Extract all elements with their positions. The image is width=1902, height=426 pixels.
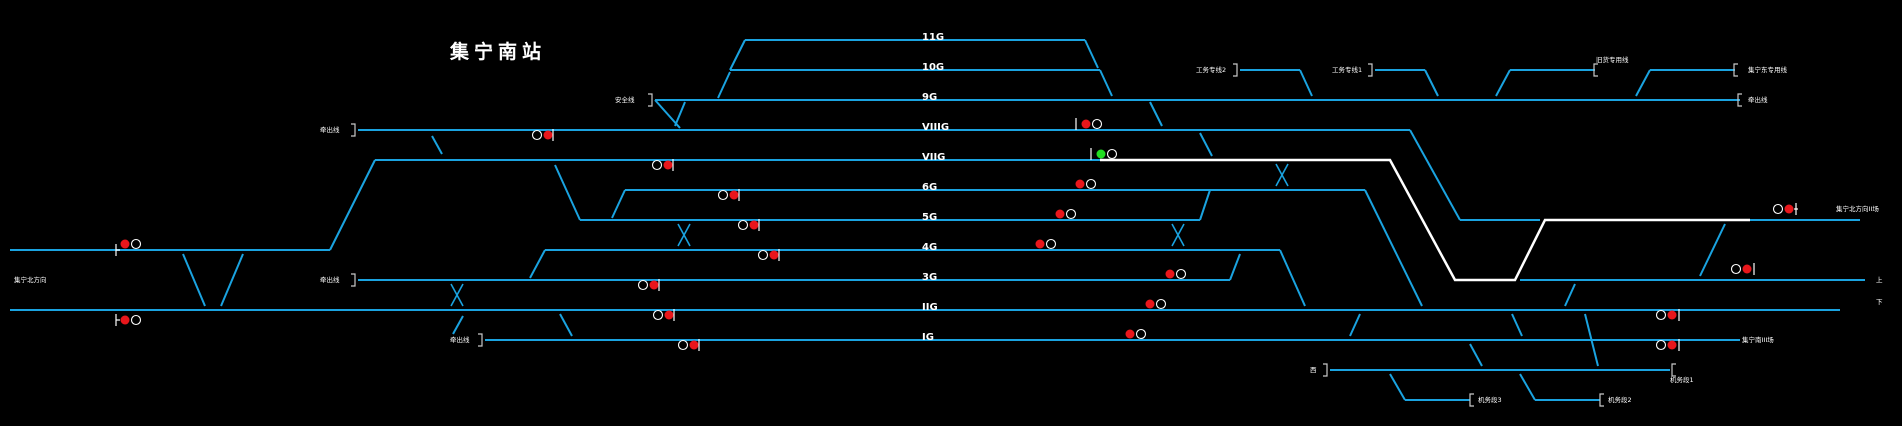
label-qianchu-top: 牵出线 xyxy=(320,125,340,134)
signal-3g-west[interactable] xyxy=(637,279,660,291)
signal-iig-west[interactable] xyxy=(652,309,675,321)
label-jiwu3: 机务段3 xyxy=(1478,395,1502,404)
signal-viiig-east[interactable] xyxy=(1075,118,1103,130)
label-west-line: 集宁北方向 xyxy=(14,275,47,284)
signal-west-lower[interactable] xyxy=(115,314,142,326)
label-laosong: 旧货专用线 xyxy=(1596,55,1629,64)
label-gongwu1: 工务专线1 xyxy=(1332,65,1362,74)
label-10g: 10G xyxy=(922,62,944,73)
established-route xyxy=(1100,158,1750,282)
label-qianchu-bot: 牵出线 xyxy=(450,335,470,344)
station-title: 集宁南站 xyxy=(449,40,546,63)
signal-east-ig[interactable] xyxy=(1655,339,1680,351)
side-labels: 安全线 牵出线 牵出线 牵出线 集宁北方向 工务专线2 工务专线1 旧货专用线 … xyxy=(14,55,1883,404)
signal-west-upper[interactable] xyxy=(115,238,142,257)
label-viiig: VIIIG xyxy=(922,122,949,133)
label-anquan: 安全线 xyxy=(615,95,635,104)
label-qiaoxian: 牵出线 xyxy=(1748,95,1768,104)
signal-east-mid[interactable] xyxy=(1730,263,1755,275)
crossover-3g-iig-west xyxy=(450,283,464,307)
track-labels: 11G 10G 9G VIIIG VIIG 6G 5G 4G 3G IIG IG xyxy=(922,32,949,343)
label-ig: IG xyxy=(922,332,934,343)
label-qianchu-mid: 牵出线 xyxy=(320,275,340,284)
signal-5g-west[interactable] xyxy=(737,219,760,231)
label-gongwu2: 工务专线2 xyxy=(1196,65,1226,74)
signal-iig-east[interactable] xyxy=(1145,298,1167,310)
signal-east-upper[interactable] xyxy=(1772,203,1799,215)
label-iig: IIG xyxy=(922,302,938,313)
label-jiningnan: 集宁南III场 xyxy=(1742,335,1774,344)
signal-ig-west[interactable] xyxy=(677,339,700,351)
crossover-5g-4g-west xyxy=(677,223,691,247)
label-jiwu1: 机务段1 xyxy=(1670,375,1694,384)
signal-4g-west[interactable] xyxy=(757,249,780,261)
signal-ig-east[interactable] xyxy=(1125,328,1147,340)
label-6g: 6G xyxy=(922,182,937,193)
signal-viig-west[interactable] xyxy=(651,159,674,171)
signal-viig-east[interactable] xyxy=(1090,148,1118,160)
label-3g: 3G xyxy=(922,272,937,283)
label-dongfang: 集宁东专用线 xyxy=(1748,65,1788,74)
signal-6g-east[interactable] xyxy=(1075,178,1097,190)
signal-4g-east[interactable] xyxy=(1035,238,1057,250)
label-up: 上 xyxy=(1876,275,1883,284)
signal-east-iig[interactable] xyxy=(1655,309,1680,321)
signals xyxy=(115,118,1799,351)
label-4g: 4G xyxy=(922,242,937,253)
label-11g: 11G xyxy=(922,32,944,43)
label-5g: 5G xyxy=(922,212,937,223)
signal-3g-east[interactable] xyxy=(1165,268,1187,280)
main-tracks xyxy=(10,39,1865,401)
label-viig: VIIG xyxy=(922,152,945,163)
signal-6g-west[interactable] xyxy=(717,189,740,201)
label-xi: 西 xyxy=(1310,366,1317,374)
crossover-5g-4g-east xyxy=(1171,223,1185,247)
buffer-stops xyxy=(351,63,1742,407)
label-down: 下 xyxy=(1876,298,1883,306)
signal-5g-east[interactable] xyxy=(1055,208,1077,220)
crossover-viiig-viig-east xyxy=(1275,163,1289,187)
label-jiningbei-r: 集宁北方向II场 xyxy=(1836,204,1879,213)
label-jiwu2: 机务段2 xyxy=(1608,395,1632,404)
signal-viiig-west[interactable] xyxy=(531,129,554,141)
label-9g: 9G xyxy=(922,92,937,103)
